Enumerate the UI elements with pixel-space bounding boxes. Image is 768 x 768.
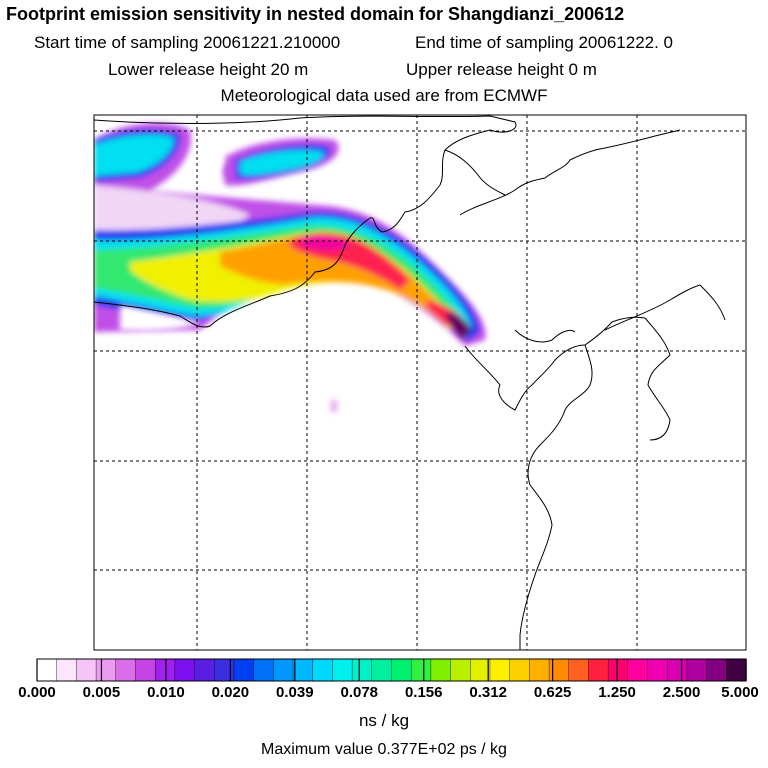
colorbar-tick-label: 2.500 [662, 684, 701, 701]
met-data-label: Meteorological data used are from ECMWF [220, 86, 548, 105]
white-gaps [120, 149, 226, 331]
isolated-spot [330, 399, 338, 413]
colorbar-tick-label: 0.005 [82, 684, 121, 701]
maximum-value-label: Maximum value 0.377E+02 ps / kg [261, 741, 507, 758]
colorbar-units: ns / kg [358, 711, 410, 730]
colorbar-tick-label: 0.020 [211, 684, 250, 701]
footprint-map [93, 114, 747, 651]
colorbar-tick-label: 5.000 [721, 684, 759, 701]
colorbar-tick-label: 0.000 [18, 684, 56, 701]
plume-layer-orange [220, 231, 452, 326]
grid-lines [94, 115, 746, 650]
colorbar-tick-label: 1.250 [598, 684, 636, 701]
colorbar-tick-label: 0.078 [340, 684, 379, 701]
sensitivity-plume [94, 123, 486, 413]
colorbar-tick-label: 0.039 [276, 684, 314, 701]
colorbar-tick-label: 0.156 [404, 684, 443, 701]
map-title: Footprint emission sensitivity in nested… [6, 4, 625, 24]
upper-release-label: Upper release height 0 m [406, 60, 597, 79]
plume-upper-cyan [240, 150, 325, 176]
map-frame [93, 114, 747, 651]
plume-layer-magenta [300, 236, 350, 251]
start-sampling-label: Start time of sampling 20061221.210000 [34, 33, 341, 52]
colorbar-tick-label: 0.625 [533, 684, 572, 701]
lower-release-label: Lower release height 20 m [108, 60, 309, 79]
white-gap-upper [195, 149, 226, 183]
coastlines [94, 115, 726, 650]
plume-left-cyan [94, 134, 174, 176]
plume-layer-darkpurple [446, 312, 472, 340]
colorbar-tick-label: 0.010 [147, 684, 185, 701]
colorbar-tick-label: 0.312 [469, 684, 507, 701]
white-gap-lower [120, 305, 200, 331]
end-sampling-label: End time of sampling 20061222. 0 [415, 33, 674, 52]
